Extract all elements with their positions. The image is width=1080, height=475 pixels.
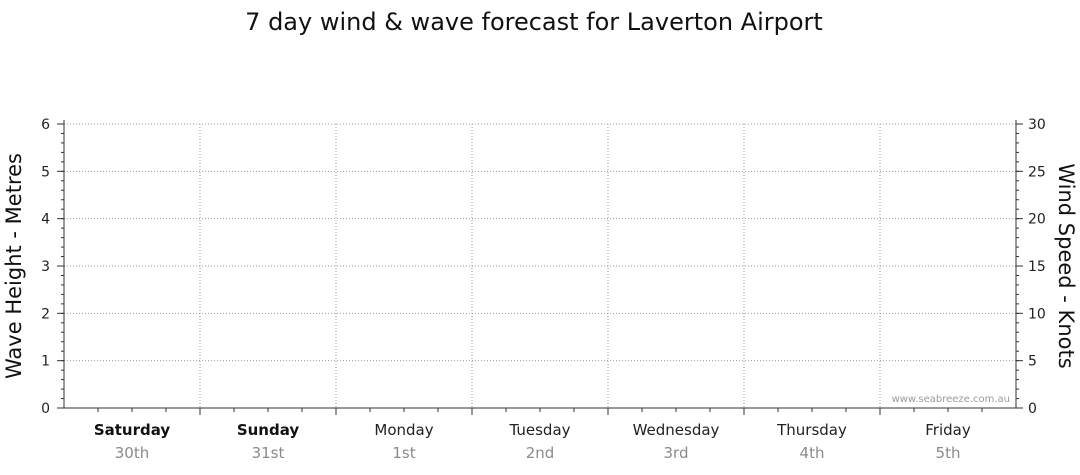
right-tick-label: 25: [1028, 164, 1046, 180]
right-tick-label: 5: [1028, 354, 1037, 370]
right-tick-label: 30: [1028, 117, 1046, 133]
day-label: Friday: [925, 421, 971, 439]
left-tick-label: 1: [41, 354, 50, 370]
axes: [57, 120, 1023, 415]
date-label: 2nd: [526, 444, 555, 462]
day-label: Saturday: [94, 421, 171, 439]
date-label: 1st: [392, 444, 415, 462]
date-label: 3rd: [664, 444, 689, 462]
left-tick-label: 6: [41, 117, 50, 133]
right-tick-label: 15: [1028, 259, 1046, 275]
watermark-text: www.seabreeze.com.au: [892, 394, 1010, 405]
grid: [64, 123, 1016, 408]
right-axis-title: Wind Speed - Knots: [1054, 163, 1078, 368]
right-tick-label: 20: [1028, 212, 1046, 228]
date-label: 4th: [800, 444, 825, 462]
left-tick-label: 5: [41, 164, 50, 180]
day-label: Thursday: [776, 421, 847, 439]
day-label: Tuesday: [508, 421, 570, 439]
left-tick-label: 2: [41, 306, 50, 322]
left-axis-title: Wave Height - Metres: [2, 153, 26, 379]
left-tick-label: 4: [41, 212, 50, 228]
chart-title: 7 day wind & wave forecast for Laverton …: [245, 8, 823, 36]
left-tick-label: 0: [41, 401, 50, 417]
right-tick-label: 0: [1028, 401, 1037, 417]
day-label: Sunday: [237, 421, 300, 439]
labels: 0 1 2 3 4 5 6 0 5 10 15 20 25 30 Saturday 30th Sunday 31s…: [41, 117, 1046, 462]
date-label: 30th: [115, 444, 149, 462]
day-label: Monday: [374, 421, 433, 439]
day-label: Wednesday: [633, 421, 720, 439]
date-label: 31st: [252, 444, 285, 462]
right-tick-label: 10: [1028, 306, 1046, 322]
left-tick-label: 3: [41, 259, 50, 275]
date-label: 5th: [936, 444, 961, 462]
